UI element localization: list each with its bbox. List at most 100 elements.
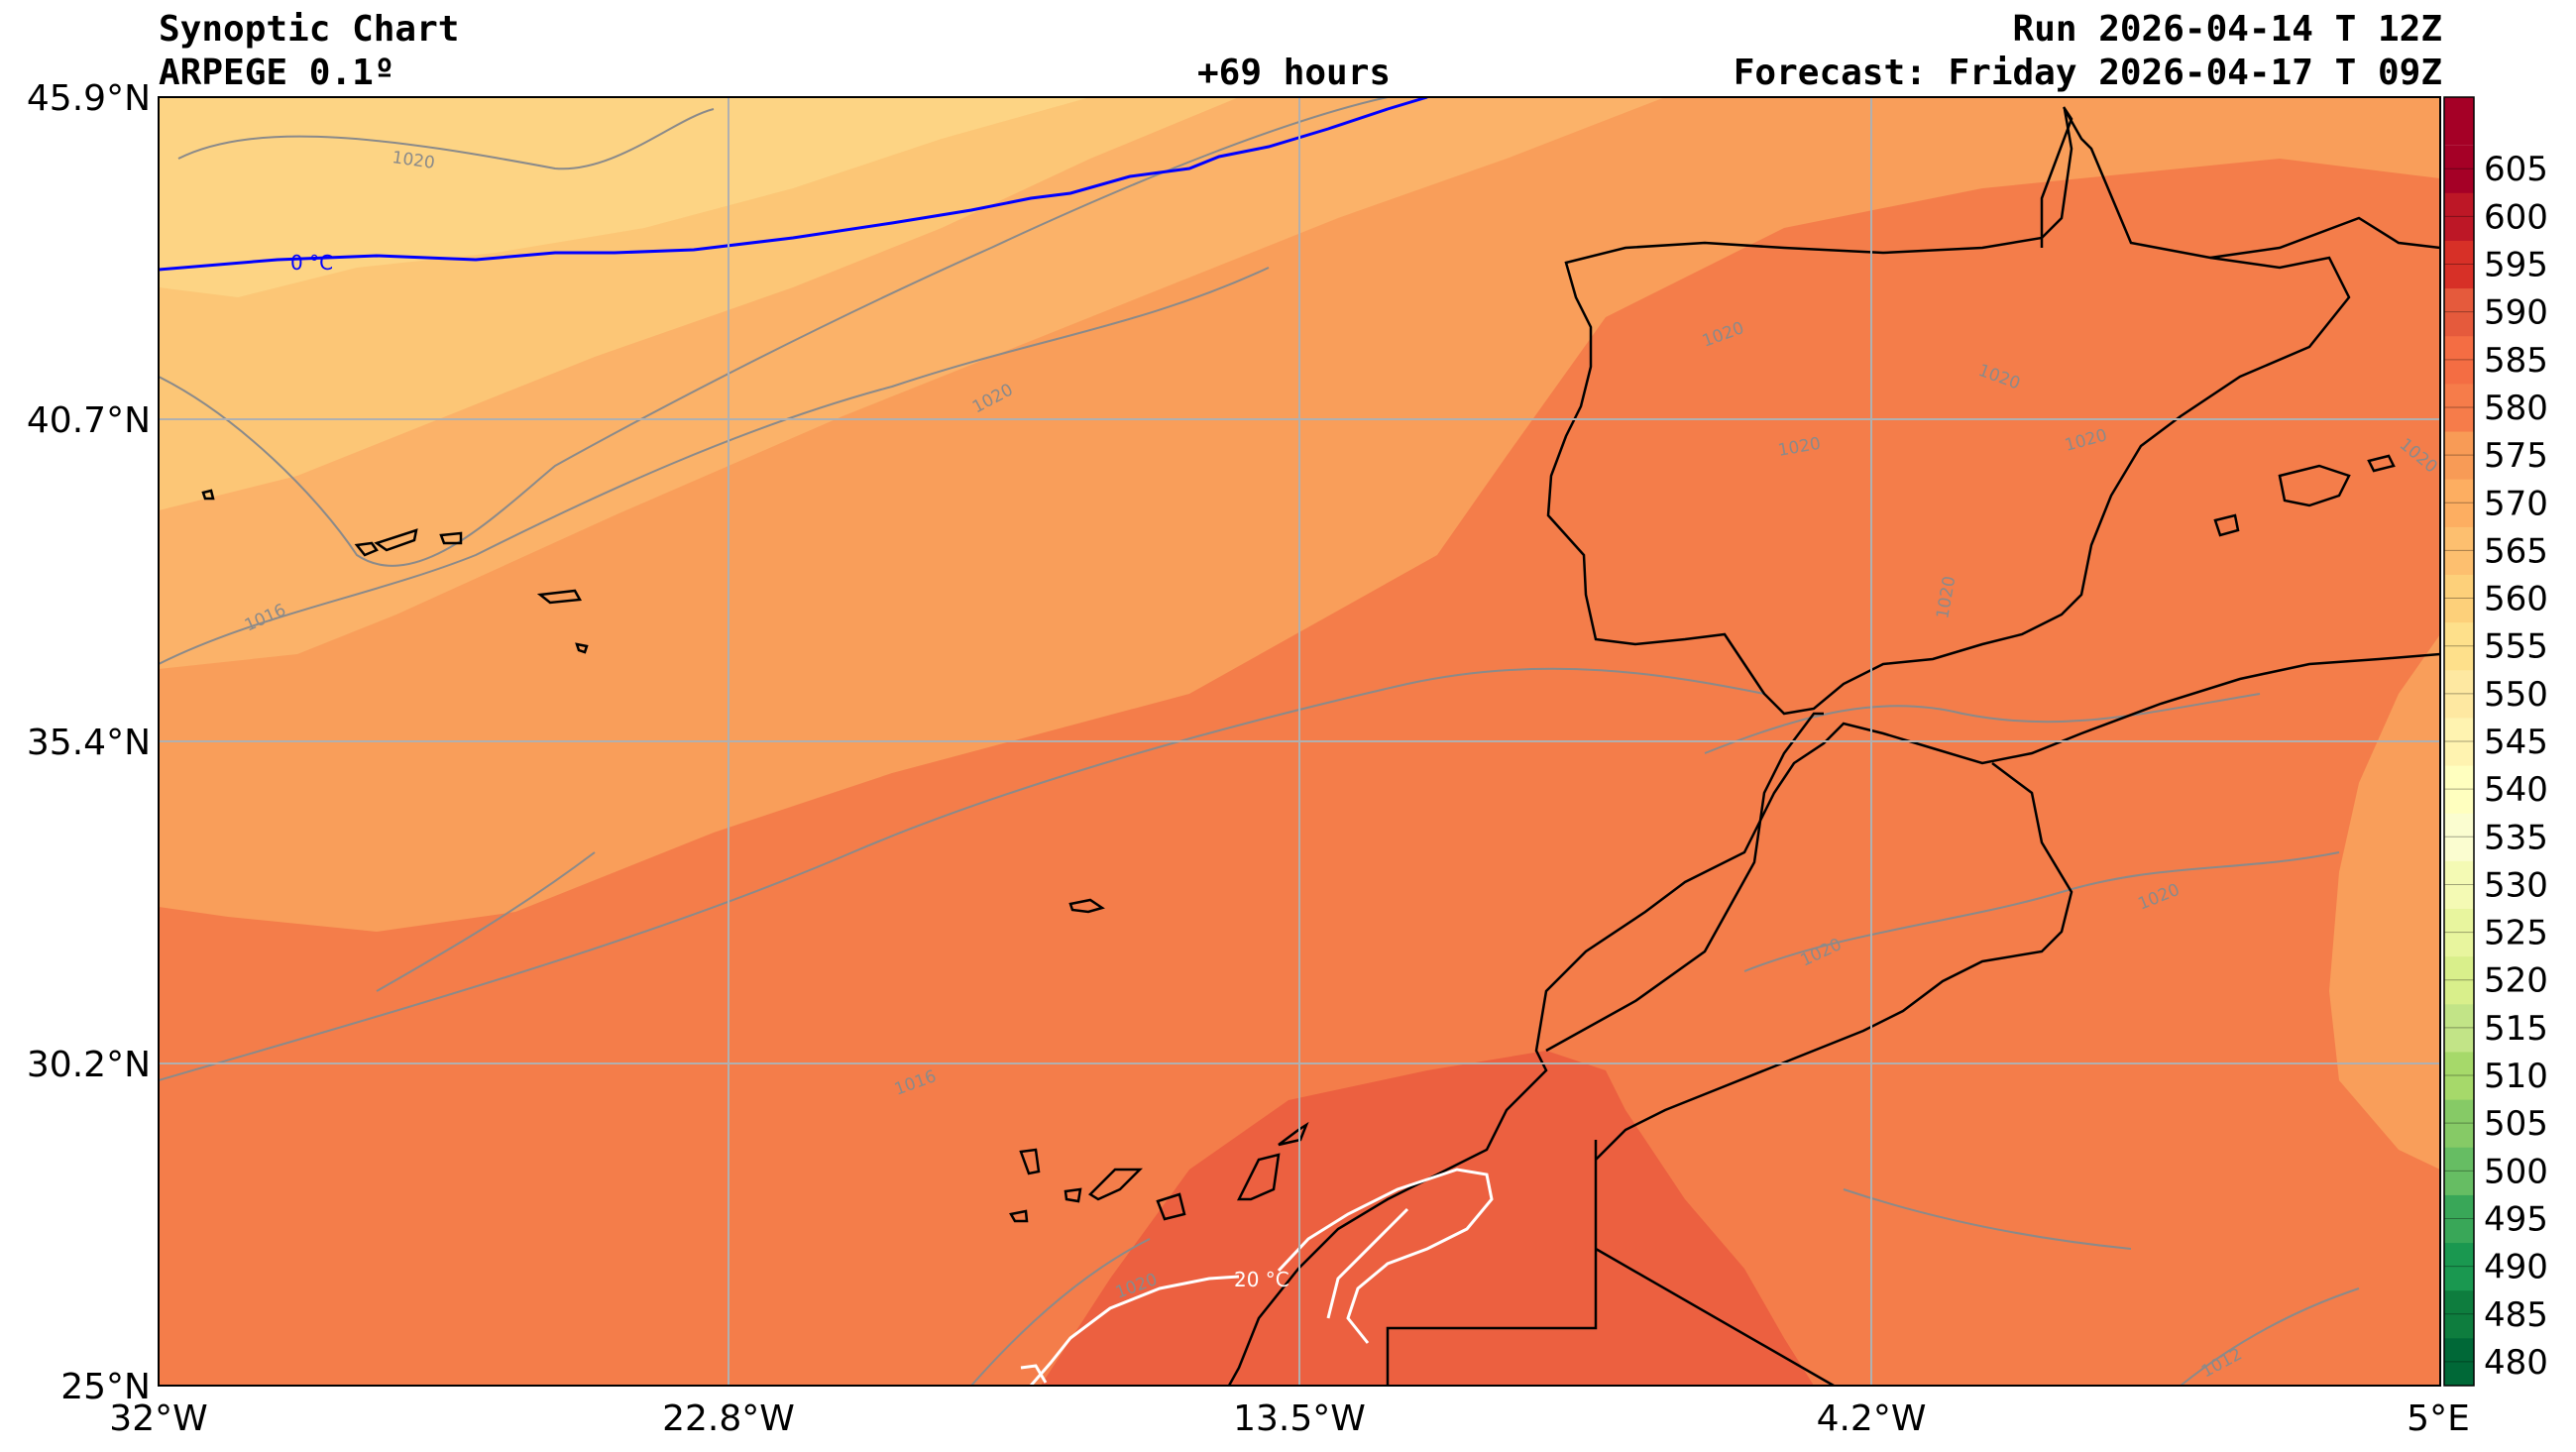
- canary-3: [1088, 1168, 1144, 1201]
- lat-label: 30.2°N: [27, 1045, 151, 1085]
- colorbar: 480 485 490 495 500 505 510 515 520 525 530 535 540 5…: [2443, 96, 2548, 1387]
- lon-label: 5°E: [2407, 1398, 2470, 1439]
- colorbar-label: 515: [2484, 1009, 2548, 1049]
- isotherm-20c: [1020, 1168, 1494, 1386]
- isotherm-0c-line: [159, 97, 1428, 272]
- colorbar-label: 500: [2484, 1152, 2548, 1191]
- colorbar-swatch: [2444, 1194, 2474, 1244]
- colorbar-label: 565: [2484, 531, 2548, 571]
- isotherm-0c-label: 0 °C: [290, 251, 333, 275]
- canary-5: [1236, 1153, 1281, 1201]
- azores-1: [354, 541, 379, 557]
- lat-label: 25°N: [60, 1367, 151, 1407]
- colorbar-frame: [2443, 96, 2475, 1387]
- colorbar-swatch: [2444, 145, 2474, 193]
- colorbar-swatch: [2444, 860, 2474, 910]
- colorbar-swatch: [2444, 1099, 2474, 1148]
- colorbar-label: 550: [2484, 675, 2548, 715]
- azores-3: [439, 531, 463, 545]
- lat-label: 45.9°N: [27, 78, 151, 119]
- mallorca: [2278, 464, 2351, 507]
- colorbar-swatch: [2444, 1051, 2474, 1100]
- colorbar-swatch: [2444, 1242, 2474, 1291]
- azores-2: [374, 528, 418, 552]
- azores-4: [536, 589, 583, 605]
- band-570-east: [2329, 634, 2440, 1170]
- canary-4: [1156, 1192, 1186, 1221]
- colorbar-label: 600: [2484, 197, 2548, 237]
- colorbar-label: 495: [2484, 1199, 2548, 1239]
- colorbar-swatch: [2444, 621, 2474, 671]
- colorbar-swatch: [2444, 526, 2474, 575]
- colorbar-label: 535: [2484, 818, 2548, 857]
- colorbar-swatch: [2444, 383, 2474, 432]
- azores-5: [575, 642, 589, 654]
- lat-axis: 45.9°N 40.7°N 35.4°N 30.2°N 25°N: [27, 78, 151, 1407]
- colorbar-label: 580: [2484, 389, 2548, 428]
- colorbar-swatch: [2444, 431, 2474, 480]
- forecast-time: Forecast: Friday 2026-04-17 T 09Z: [1733, 53, 2442, 93]
- colorbar-cap: [2444, 97, 2474, 146]
- lon-label: 22.8°W: [662, 1398, 795, 1439]
- lead-time: +69 hours: [1197, 53, 1392, 93]
- colorbar-swatch: [2444, 287, 2474, 337]
- lat-label: 35.4°N: [27, 723, 151, 763]
- colorbar-swatch: [2444, 192, 2474, 241]
- colorbar-label: 540: [2484, 770, 2548, 810]
- colorbar-swatch: [2444, 240, 2474, 289]
- lon-axis: 32°W 22.8°W 13.5°W 4.2°W 5°E: [109, 1398, 2470, 1439]
- colorbar-label: 590: [2484, 293, 2548, 333]
- colorbar-swatch: [2444, 717, 2474, 766]
- colorbar-label: 525: [2484, 914, 2548, 953]
- borders: [1386, 712, 2073, 1386]
- gridlines: [159, 97, 2440, 1386]
- colorbar-label: 485: [2484, 1295, 2548, 1335]
- plot-frame: [158, 96, 2441, 1387]
- canary-2: [1064, 1187, 1082, 1203]
- canary-1: [1019, 1148, 1041, 1175]
- colorbar-label: 595: [2484, 246, 2548, 285]
- colorbar-label: 490: [2484, 1248, 2548, 1287]
- colorbar-label: 585: [2484, 341, 2548, 381]
- model-label: ARPEGE 0.1º: [159, 53, 395, 93]
- madeira: [1068, 898, 1105, 914]
- menorca: [2367, 454, 2396, 473]
- colorbar-swatch: [2444, 479, 2474, 527]
- isobars: [159, 97, 2360, 1386]
- colorbar-swatch: [2444, 335, 2474, 385]
- iberia-coast: [1546, 108, 2351, 716]
- colorbar-swatch: [2444, 1289, 2474, 1339]
- colorbar-swatch: [2444, 669, 2474, 719]
- colorbar-swatch: [2444, 908, 2474, 957]
- france-coast: [2040, 106, 2440, 260]
- colorbar-label: 555: [2484, 627, 2548, 667]
- colorbar-swatch: [2444, 1147, 2474, 1195]
- azores-6: [201, 489, 215, 501]
- colorbar-label: 520: [2484, 961, 2548, 1001]
- colorbar-label: 575: [2484, 436, 2548, 476]
- colorbar-swatch: [2444, 1003, 2474, 1053]
- canary-7: [1009, 1209, 1029, 1223]
- colorbar-swatch: [2444, 813, 2474, 861]
- chart-title: Synoptic Chart: [159, 9, 460, 50]
- colorbar-label: 605: [2484, 150, 2548, 189]
- colorbar-label: 505: [2484, 1104, 2548, 1144]
- colorbar-swatch: [2444, 765, 2474, 814]
- north-africa-coast: [1227, 652, 2440, 1386]
- lon-label: 13.5°W: [1233, 1398, 1366, 1439]
- coastlines: [201, 106, 2440, 1386]
- colorbar-swatch: [2444, 955, 2474, 1005]
- lat-label: 40.7°N: [27, 400, 151, 441]
- lon-label: 4.2°W: [1817, 1398, 1927, 1439]
- ibiza: [2213, 513, 2240, 537]
- lon-label: 32°W: [109, 1398, 207, 1439]
- colorbar-label: 545: [2484, 723, 2548, 762]
- isotherm-20c-label: 20 °C: [1234, 1268, 1289, 1291]
- canary-6: [1278, 1121, 1309, 1147]
- band-555: [159, 97, 1090, 297]
- colorbar-swatch: [2444, 574, 2474, 623]
- colorbar-label: 510: [2484, 1057, 2548, 1096]
- colorbar-label: 480: [2484, 1343, 2548, 1383]
- colorbar-label: 560: [2484, 580, 2548, 619]
